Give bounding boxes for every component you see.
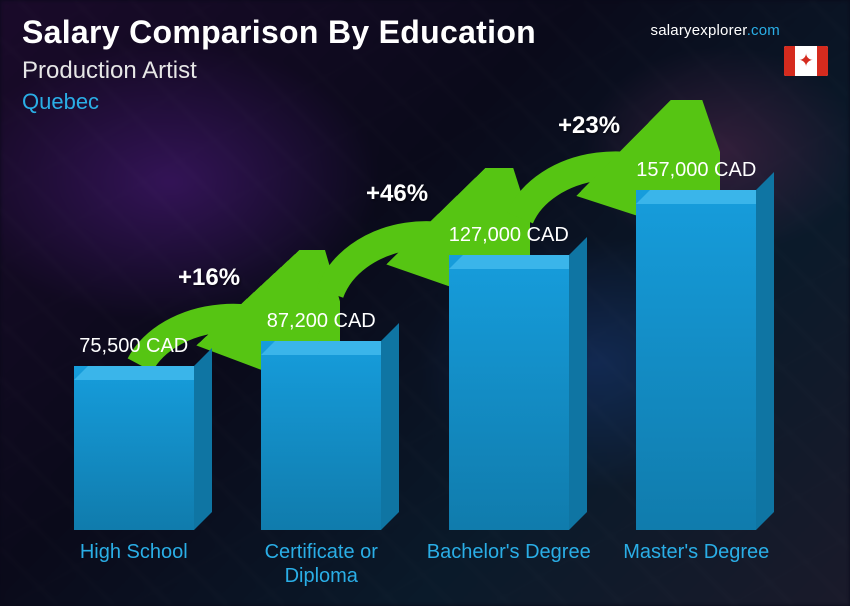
- bar-side-face: [569, 237, 587, 530]
- bar-top-face: [449, 255, 583, 269]
- flag-stripe-right: [817, 46, 828, 76]
- bar-side-face: [194, 348, 212, 530]
- bar-category: Bachelor's Degree: [427, 540, 591, 588]
- bar-group-high-school: 75,500 CAD High School: [44, 335, 224, 588]
- bar-group-certificate: 87,200 CAD Certificate or Diploma: [231, 310, 411, 588]
- bar-front-face: [261, 341, 381, 530]
- bar-top-face: [74, 366, 208, 380]
- watermark-tld: .com: [747, 22, 780, 39]
- maple-leaf-icon: ✦: [798, 52, 813, 70]
- bar-category: Certificate or Diploma: [231, 540, 411, 588]
- bar-value: 75,500 CAD: [79, 335, 188, 358]
- delta-label-3: +23%: [558, 112, 620, 140]
- bar-front-face: [636, 190, 756, 530]
- watermark-brand: salaryexplorer: [651, 22, 747, 39]
- job-title: Production Artist: [22, 57, 828, 85]
- bar-front-face: [449, 255, 569, 530]
- flag-center: ✦: [795, 46, 817, 76]
- bar-value: 127,000 CAD: [449, 224, 569, 247]
- bar-top-face: [261, 341, 395, 355]
- watermark: salaryexplorer.com: [651, 22, 781, 39]
- bar-front-face: [74, 366, 194, 530]
- bar: [636, 190, 756, 530]
- location-label: Quebec: [22, 89, 828, 115]
- flag-stripe-left: [784, 46, 795, 76]
- bar: [261, 341, 381, 530]
- flag-canada: ✦: [784, 46, 828, 76]
- bar-value: 87,200 CAD: [267, 310, 376, 333]
- bar-chart: 75,500 CAD High School 87,200 CAD Certif…: [40, 148, 790, 588]
- bar: [74, 366, 194, 530]
- bar-side-face: [756, 172, 774, 530]
- bar-top-face: [636, 190, 770, 204]
- bar-side-face: [381, 323, 399, 530]
- bar-value: 157,000 CAD: [636, 159, 756, 182]
- bar-category: Master's Degree: [623, 540, 769, 588]
- bar-group-bachelor: 127,000 CAD Bachelor's Degree: [419, 224, 599, 588]
- bar-group-master: 157,000 CAD Master's Degree: [606, 159, 786, 588]
- bar: [449, 255, 569, 530]
- bar-category: High School: [80, 540, 188, 588]
